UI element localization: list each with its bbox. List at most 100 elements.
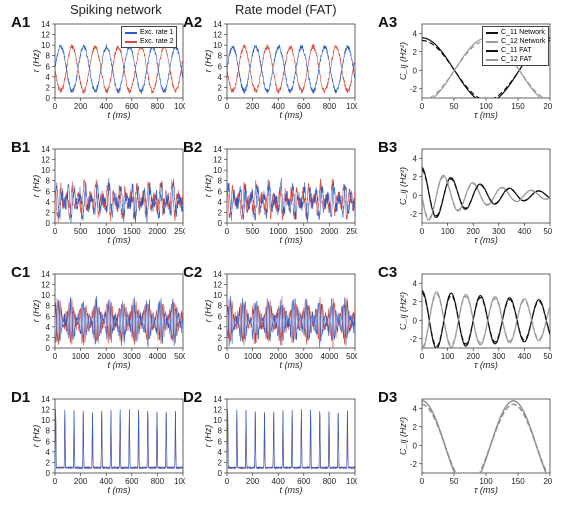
svg-text:0: 0 xyxy=(420,352,425,361)
chart-panel: 01000200030004000500002468101214t (ms)r … xyxy=(33,270,185,370)
svg-text:0: 0 xyxy=(46,469,51,478)
svg-text:14: 14 xyxy=(213,395,222,404)
svg-text:-2: -2 xyxy=(410,335,418,344)
svg-text:4: 4 xyxy=(218,323,223,332)
svg-text:r (Hz): r (Hz) xyxy=(205,425,213,448)
legend-label: C_12 Network xyxy=(501,37,545,46)
svg-text:C_ij (Hz²): C_ij (Hz²) xyxy=(400,42,408,80)
svg-text:2: 2 xyxy=(46,208,51,217)
svg-text:800: 800 xyxy=(323,102,337,111)
svg-text:4: 4 xyxy=(413,404,418,413)
panel-label: B3 xyxy=(378,139,397,156)
svg-text:r (Hz): r (Hz) xyxy=(205,175,213,198)
svg-text:0: 0 xyxy=(218,469,223,478)
svg-text:C_ij (Hz²): C_ij (Hz²) xyxy=(400,417,408,455)
legend-item: C_12 Network xyxy=(486,37,545,46)
svg-text:4: 4 xyxy=(46,198,51,207)
svg-text:0: 0 xyxy=(53,227,58,236)
svg-text:400: 400 xyxy=(518,227,532,236)
svg-text:6: 6 xyxy=(46,187,51,196)
svg-text:t (ms): t (ms) xyxy=(108,235,131,245)
svg-text:14: 14 xyxy=(213,270,222,279)
legend-label: C_12 FAT xyxy=(501,55,532,64)
svg-text:r (Hz): r (Hz) xyxy=(205,50,213,73)
svg-text:0: 0 xyxy=(46,344,51,353)
svg-text:0: 0 xyxy=(53,477,58,486)
chart: 0100200300400500-2024τ (ms)C_ij (Hz²) xyxy=(400,145,552,245)
legend-label: Exc. rate 2 xyxy=(140,37,173,46)
svg-text:4: 4 xyxy=(46,73,51,82)
svg-text:τ (ms): τ (ms) xyxy=(474,360,498,370)
chart-panel: 050100150200-2024τ (ms)C_ij (Hz²) xyxy=(400,395,552,495)
chart-panel: 0200400600800100002468101214t (ms)r (Hz) xyxy=(205,395,357,495)
panel-label: A3 xyxy=(378,14,397,31)
svg-text:14: 14 xyxy=(41,270,50,279)
legend: Exc. rate 1Exc. rate 2 xyxy=(121,26,177,48)
legend-item: C_11 FAT xyxy=(486,46,545,55)
svg-text:2: 2 xyxy=(218,83,223,92)
svg-text:4000: 4000 xyxy=(321,352,339,361)
chart: 0100200300400500-2024τ (ms)C_ij (Hz²) xyxy=(400,270,552,370)
svg-text:2: 2 xyxy=(413,423,418,432)
svg-text:10: 10 xyxy=(213,416,222,425)
svg-text:800: 800 xyxy=(151,477,165,486)
chart-panel: 0500100015002000250002468101214t (ms)r (… xyxy=(33,145,185,245)
svg-text:0: 0 xyxy=(413,441,418,450)
panel-label: B1 xyxy=(11,139,30,156)
svg-text:1000: 1000 xyxy=(346,477,357,486)
svg-text:0: 0 xyxy=(225,102,230,111)
svg-text:8: 8 xyxy=(218,302,223,311)
svg-text:500: 500 xyxy=(543,352,552,361)
svg-text:8: 8 xyxy=(46,177,51,186)
svg-text:0: 0 xyxy=(420,477,425,486)
svg-text:1000: 1000 xyxy=(244,352,262,361)
legend-label: C_11 Network xyxy=(501,28,545,37)
svg-text:1000: 1000 xyxy=(174,477,185,486)
chart: 01000200030004000500002468101214t (ms)r … xyxy=(205,270,357,370)
svg-text:4: 4 xyxy=(218,73,223,82)
svg-text:12: 12 xyxy=(41,406,50,415)
svg-text:50: 50 xyxy=(450,477,459,486)
legend-swatch xyxy=(486,50,498,52)
panel-label: D2 xyxy=(183,389,202,406)
svg-text:800: 800 xyxy=(151,102,165,111)
svg-text:0: 0 xyxy=(413,316,418,325)
svg-text:t (ms): t (ms) xyxy=(108,110,131,120)
svg-text:C_ij (Hz²): C_ij (Hz²) xyxy=(400,292,408,330)
svg-text:-2: -2 xyxy=(410,210,418,219)
svg-text:6: 6 xyxy=(218,312,223,321)
svg-text:12: 12 xyxy=(213,31,222,40)
svg-text:0: 0 xyxy=(46,219,51,228)
svg-text:2: 2 xyxy=(413,298,418,307)
legend-item: C_12 FAT xyxy=(486,55,545,64)
svg-text:150: 150 xyxy=(511,102,525,111)
svg-text:4: 4 xyxy=(413,279,418,288)
svg-text:τ (ms): τ (ms) xyxy=(474,485,498,495)
svg-text:r (Hz): r (Hz) xyxy=(33,50,41,73)
chart: 0500100015002000250002468101214t (ms)r (… xyxy=(33,145,185,245)
panel-label: C3 xyxy=(378,264,397,281)
svg-text:2: 2 xyxy=(46,83,51,92)
svg-text:8: 8 xyxy=(218,427,223,436)
svg-text:12: 12 xyxy=(41,156,50,165)
svg-text:12: 12 xyxy=(41,281,50,290)
svg-text:1000: 1000 xyxy=(174,102,185,111)
legend-swatch xyxy=(486,32,498,34)
svg-text:6: 6 xyxy=(46,62,51,71)
legend-item: Exc. rate 1 xyxy=(125,28,173,37)
svg-text:6: 6 xyxy=(46,312,51,321)
column-header: Rate model (FAT) xyxy=(235,2,337,17)
svg-text:0: 0 xyxy=(420,227,425,236)
svg-text:5000: 5000 xyxy=(346,352,357,361)
svg-text:50: 50 xyxy=(450,102,459,111)
svg-text:0: 0 xyxy=(46,94,51,103)
svg-text:4000: 4000 xyxy=(149,352,167,361)
legend-swatch xyxy=(486,41,498,43)
svg-text:4: 4 xyxy=(46,448,51,457)
svg-text:2: 2 xyxy=(218,458,223,467)
svg-text:14: 14 xyxy=(213,145,222,154)
chart: 0200400600800100002468101214t (ms)r (Hz) xyxy=(205,20,357,120)
svg-text:200: 200 xyxy=(74,477,88,486)
svg-text:14: 14 xyxy=(41,395,50,404)
panel-label: B2 xyxy=(183,139,202,156)
